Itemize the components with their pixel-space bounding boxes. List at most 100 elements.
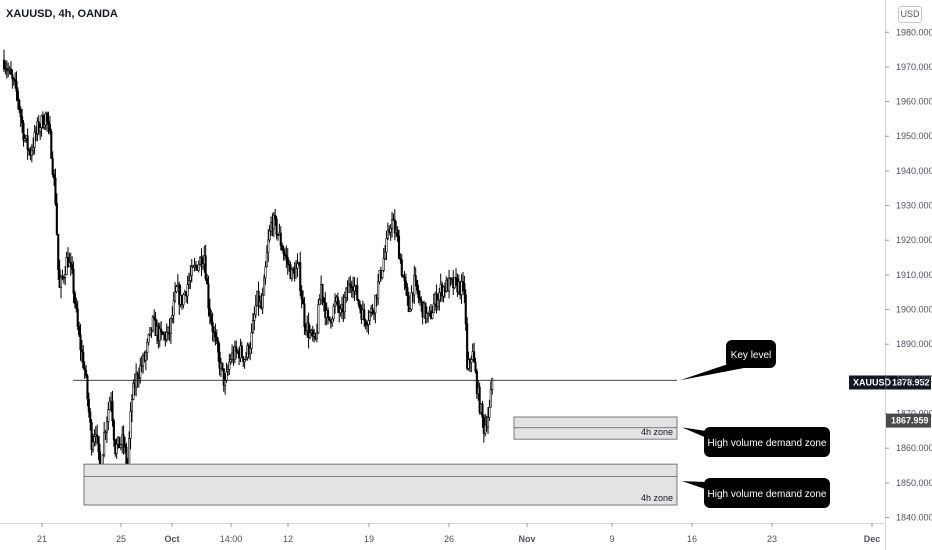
candle-body	[417, 290, 420, 298]
candle-body	[244, 356, 248, 360]
candle-body	[5, 68, 8, 71]
demand-zone-box[interactable]	[83, 463, 678, 506]
candle-body	[328, 316, 331, 321]
candle-body	[97, 436, 100, 453]
candle-body	[324, 301, 327, 318]
candle-body	[418, 297, 421, 301]
candle-body	[19, 109, 22, 117]
callout-box[interactable]	[726, 340, 776, 368]
candle-body	[321, 284, 324, 299]
candle-body	[200, 257, 203, 267]
candle-body	[347, 283, 350, 293]
candle-body	[275, 218, 278, 235]
candle-body	[112, 420, 115, 441]
candle-body	[263, 277, 266, 296]
candle-body	[339, 308, 342, 313]
time-tick-label: 19	[364, 534, 374, 544]
candle-body	[470, 359, 473, 363]
callout-text: High volume demand zone	[708, 438, 827, 449]
candle-body	[454, 277, 458, 280]
candle-body	[75, 303, 78, 309]
candle-body	[461, 281, 465, 284]
candle-body	[186, 284, 189, 297]
candle-body	[37, 121, 40, 132]
candle-body	[105, 421, 108, 433]
zone-price-value: 1867.959	[891, 416, 929, 426]
candle-body	[90, 422, 93, 450]
currency-button[interactable]: USD	[898, 6, 922, 23]
candle-body	[299, 262, 302, 292]
candle-body	[228, 361, 231, 370]
price-tick-label: 1850.000	[896, 478, 932, 488]
candle-body	[478, 386, 481, 413]
candle-body	[72, 269, 75, 294]
candle-body	[327, 309, 330, 318]
candle-body	[83, 367, 86, 371]
candle-body	[242, 356, 245, 363]
candle-body	[267, 239, 270, 254]
candle-body	[464, 294, 467, 325]
candle-body	[368, 312, 371, 321]
candle-body	[274, 214, 277, 220]
candle-body	[389, 228, 392, 233]
candle-body	[57, 234, 60, 271]
drawings: 4h zone 4h zone Key level High volume deman…	[73, 340, 931, 508]
candle-body	[407, 295, 410, 313]
candle-body	[153, 316, 156, 320]
candle-body	[460, 281, 463, 296]
candle-body	[317, 304, 320, 334]
candle-body	[296, 263, 299, 269]
time-tick-label: 16	[687, 534, 697, 544]
time-tick-label: 25	[116, 534, 126, 544]
candle-body	[18, 100, 21, 110]
candle-body	[399, 258, 402, 260]
candle-body	[225, 371, 228, 381]
candle-body	[96, 434, 99, 437]
time-axis: 21 25 Oct 14:00 12 19 26 Nov 9 16 23 Dec	[37, 523, 880, 544]
candle-body	[463, 283, 466, 296]
candle-body	[122, 434, 125, 445]
candle-body	[382, 258, 385, 271]
candle-body	[22, 122, 25, 141]
candle-body	[78, 326, 81, 335]
time-tick-label: 26	[444, 534, 454, 544]
candle-body	[23, 138, 26, 141]
candle-body	[268, 230, 271, 241]
price-tick-label: 1940.000	[896, 166, 932, 176]
candle-body	[108, 401, 111, 410]
candle-body	[80, 349, 83, 353]
candle-body	[484, 424, 487, 434]
candle-body	[481, 403, 484, 418]
candle-body	[318, 299, 321, 306]
candle-body	[243, 359, 246, 363]
candle-body	[69, 262, 72, 266]
candle-body	[448, 277, 451, 292]
candle-body	[104, 431, 107, 434]
price-tick-label: 1960.000	[896, 97, 932, 107]
candle-body	[467, 359, 470, 369]
candle-body	[142, 355, 145, 367]
candle-body	[343, 297, 346, 313]
candle-body	[374, 294, 377, 314]
candle-body	[272, 214, 275, 230]
candle-body	[210, 314, 213, 323]
price-tick-label: 1890.000	[896, 339, 932, 349]
candle-body	[400, 259, 403, 276]
candle-body	[187, 280, 191, 285]
callout-box[interactable]	[704, 427, 830, 457]
candle-body	[175, 286, 178, 292]
candle-body	[226, 369, 229, 373]
candle-body	[235, 346, 238, 353]
current-price-label	[849, 375, 931, 390]
candle-body	[86, 375, 89, 400]
candle-body	[466, 323, 469, 369]
candle-body	[46, 112, 49, 122]
candle-body	[136, 373, 139, 380]
candle-body	[11, 74, 14, 79]
callout-box[interactable]	[704, 478, 830, 508]
candle-body	[26, 135, 29, 150]
candle-body	[182, 294, 185, 306]
candle-body	[148, 327, 152, 336]
candle-body	[107, 409, 110, 422]
